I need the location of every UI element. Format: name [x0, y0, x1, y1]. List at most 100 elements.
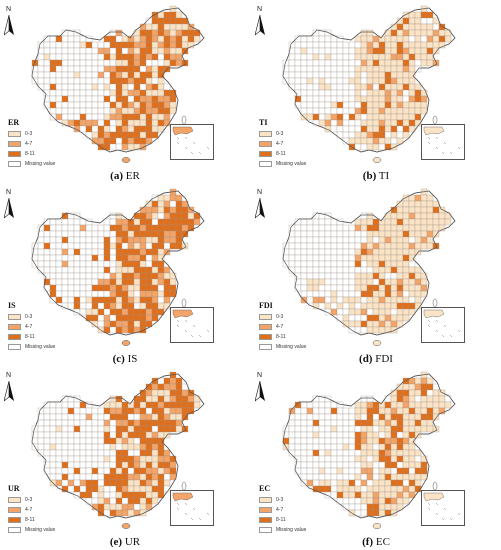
region-cell — [336, 47, 344, 55]
region-cell — [312, 218, 320, 226]
region-cell — [91, 47, 99, 55]
legend-title: TI — [259, 118, 268, 127]
region-cell — [169, 236, 177, 244]
region-cell — [145, 95, 153, 103]
region-cell — [37, 254, 45, 262]
region-cell — [151, 23, 159, 31]
region-cell — [372, 242, 380, 250]
region-cell — [336, 272, 344, 280]
region-cell — [97, 278, 105, 286]
region-cell — [432, 59, 440, 67]
region-cell — [43, 242, 51, 250]
region-cell — [133, 419, 141, 427]
region-cell — [67, 83, 75, 91]
region-cell — [312, 278, 320, 286]
region-cell — [354, 401, 362, 409]
region-cell — [402, 302, 410, 310]
region-cell — [175, 194, 183, 202]
legend-item: Missing value — [8, 159, 55, 168]
region-cell — [378, 47, 386, 55]
region-cell — [145, 296, 153, 304]
region-cell — [127, 89, 135, 97]
region-cell — [294, 425, 302, 433]
region-cell — [348, 290, 356, 298]
region-cell — [169, 200, 177, 208]
region-cell — [432, 242, 440, 250]
region-cell — [67, 218, 75, 226]
region-cell — [330, 449, 338, 457]
region-cell — [336, 479, 344, 487]
region-cell — [55, 95, 63, 103]
region-cell — [121, 89, 129, 97]
region-cell — [396, 206, 404, 214]
legend-label: 8-11 — [276, 516, 286, 523]
region-cell — [402, 83, 410, 91]
region-cell — [79, 236, 87, 244]
region-cell — [127, 119, 135, 127]
region-cell — [312, 473, 320, 481]
region-cell — [115, 407, 123, 415]
region-cell — [300, 278, 308, 286]
region-cell — [139, 59, 147, 67]
region-cell — [384, 467, 392, 475]
legend-label: Missing value — [25, 526, 56, 533]
region-cell — [151, 479, 159, 487]
region-cell — [396, 431, 404, 439]
region-cell — [115, 449, 123, 457]
region-cell — [348, 296, 356, 304]
region-cell — [366, 59, 374, 67]
region-cell — [348, 47, 356, 55]
region-cell — [157, 47, 165, 55]
region-cell — [109, 35, 117, 43]
region-cell — [366, 407, 374, 415]
region-cell — [79, 101, 87, 109]
region-cell — [348, 479, 356, 487]
region-cell — [145, 497, 153, 505]
region-cell — [55, 473, 63, 481]
region-cell — [300, 266, 308, 274]
region-cell — [408, 407, 416, 415]
region-cell — [426, 401, 434, 409]
region-cell — [354, 101, 362, 109]
region-cell — [354, 314, 362, 322]
region-cell — [61, 248, 69, 256]
region-cell — [133, 47, 141, 55]
region-cell — [390, 413, 398, 421]
region-cell — [396, 224, 404, 232]
region-cell — [354, 65, 362, 73]
region-cell — [61, 71, 69, 79]
region-cell — [133, 77, 141, 85]
legend-item: Missing value — [8, 525, 55, 534]
region-cell — [396, 479, 404, 487]
region-cell — [79, 83, 87, 91]
region-cell — [330, 278, 338, 286]
region-cell — [151, 200, 159, 208]
region-cell — [306, 260, 314, 268]
region-cell — [85, 89, 93, 97]
region-cell — [145, 308, 153, 316]
region-cell — [85, 278, 93, 286]
region-cell — [97, 407, 105, 415]
region-cell — [157, 413, 165, 421]
region-cell — [55, 407, 63, 415]
region-cell — [390, 218, 398, 226]
region-cell — [145, 89, 153, 97]
region-cell — [145, 206, 153, 214]
region-cell — [342, 107, 350, 115]
region-cell — [294, 242, 302, 250]
region-cell — [360, 509, 368, 517]
region-cell — [163, 59, 171, 67]
region-cell — [145, 491, 153, 499]
region-cell — [43, 41, 51, 49]
region-cell — [330, 125, 338, 133]
region-cell — [288, 254, 296, 262]
region-cell — [49, 455, 57, 463]
region-cell — [139, 413, 147, 421]
region-cell — [115, 479, 123, 487]
region-cell — [91, 71, 99, 79]
region-cell — [175, 41, 183, 49]
region-cell — [109, 113, 117, 121]
region-cell — [181, 407, 189, 415]
region-cell — [145, 266, 153, 274]
region-cell — [139, 254, 147, 262]
